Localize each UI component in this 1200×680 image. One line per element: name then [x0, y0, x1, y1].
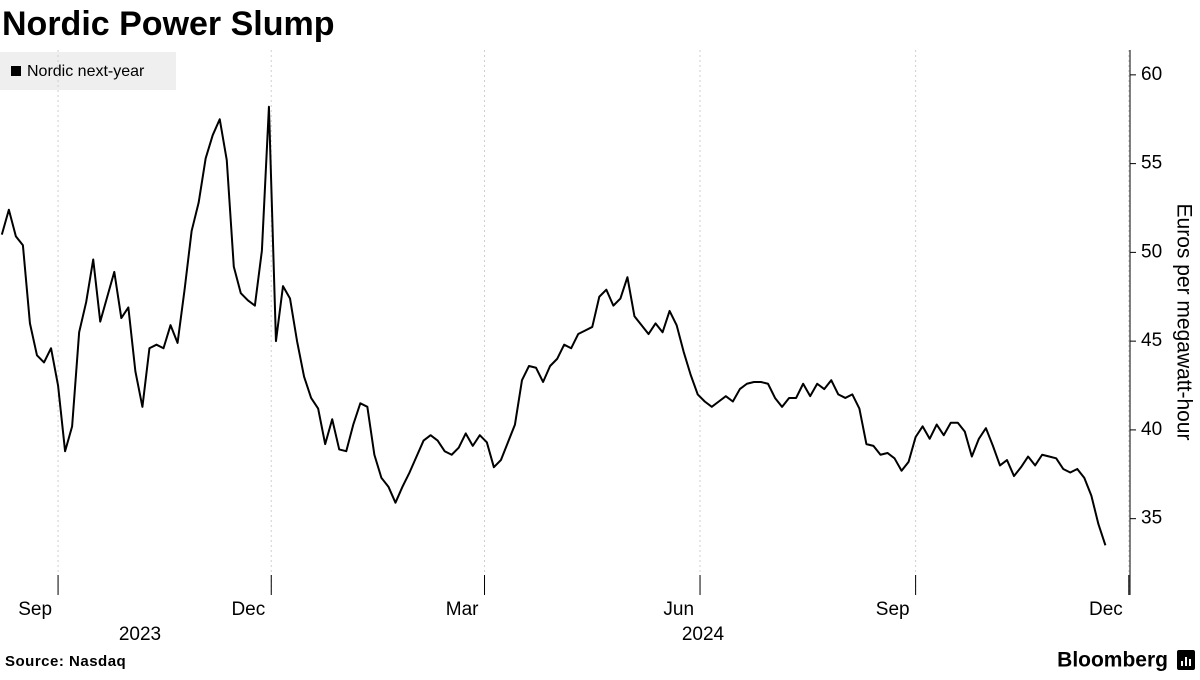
- y-tick-label: 45: [1141, 330, 1162, 351]
- source: Source: Nasdaq: [5, 653, 126, 670]
- brand-icon-bar: [1189, 659, 1191, 666]
- brand-icon: [1177, 650, 1195, 670]
- legend-label: Nordic next-year: [27, 63, 145, 80]
- y-tick-label: 35: [1141, 508, 1162, 529]
- line-series: [0, 105, 1107, 546]
- year-label: 2023: [119, 624, 161, 645]
- brand: Bloomberg: [1057, 649, 1168, 672]
- legend-box: [0, 52, 176, 90]
- legend: Nordic next-year: [0, 52, 176, 90]
- x-tick-label: Jun: [663, 599, 694, 620]
- chart-title: Nordic Power Slump: [2, 5, 335, 43]
- brand-icon-bar: [1181, 661, 1183, 666]
- y-axis-title: Euros per megawatt-hour: [1172, 204, 1195, 441]
- x-tick-label: Sep: [876, 599, 910, 620]
- y-tick-label: 60: [1141, 64, 1162, 85]
- x-tick-label: Dec: [231, 599, 265, 620]
- y-tick-label: 55: [1141, 153, 1162, 174]
- year-label: 2024: [682, 624, 725, 645]
- legend-swatch: [11, 66, 21, 76]
- y-tick-label: 50: [1141, 241, 1162, 262]
- x-tick-label: Dec: [1089, 599, 1123, 620]
- brand-icon-bar: [1185, 657, 1187, 666]
- x-tick-label: Mar: [446, 599, 479, 620]
- x-tick-label: Sep: [18, 599, 52, 620]
- y-tick-label: 40: [1141, 419, 1162, 440]
